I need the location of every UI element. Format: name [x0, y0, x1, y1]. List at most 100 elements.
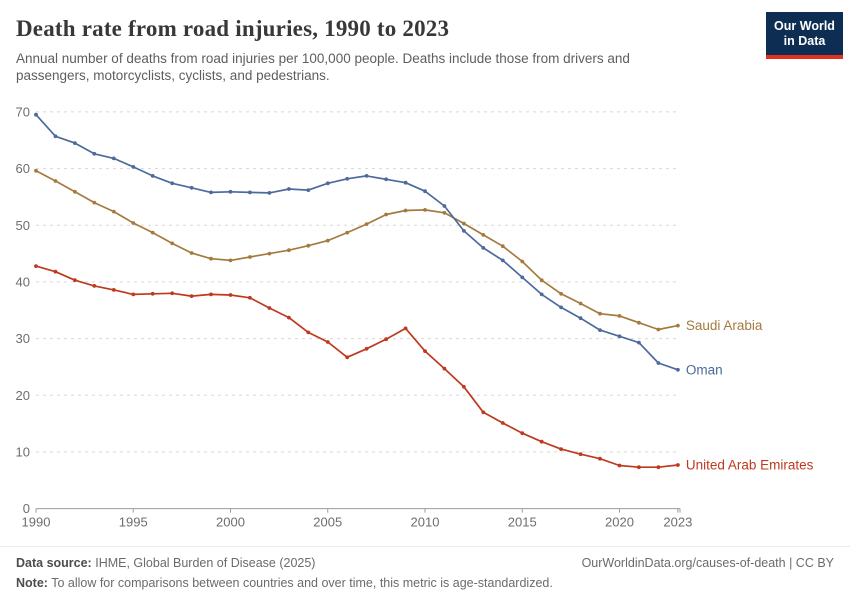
chart-subtitle: Annual number of deaths from road injuri…	[16, 51, 630, 84]
x-axis-tick-2010: 2010	[411, 515, 440, 530]
note-line: Note: To allow for comparisons between c…	[16, 576, 834, 590]
oman-point-1990	[34, 112, 38, 117]
chart-header: Death rate from road injuries, 1990 to 2…	[0, 0, 850, 95]
oman-point-2018	[578, 316, 583, 321]
note-label: Note:	[16, 576, 48, 590]
y-axis-tick-60: 60	[16, 161, 30, 176]
united-arab-emirates-point-2008	[384, 337, 388, 342]
oman-point-2019	[598, 328, 602, 332]
oman-point-2006	[345, 176, 350, 181]
chart-title: Death rate from road injuries, 1990 to 2…	[16, 16, 450, 41]
united-arab-emirates-point-2004	[306, 330, 311, 335]
oman-point-1997	[170, 181, 175, 186]
oman-point-2005	[325, 181, 330, 186]
owid-logo-line1: Our World	[774, 19, 835, 33]
saudi-arabia-point-1996	[150, 230, 155, 235]
oman-point-2023	[676, 367, 680, 372]
series-label-united-arab-emirates[interactable]: United Arab Emirates	[686, 457, 814, 472]
owid-credit-link[interactable]: OurWorldinData.org/causes-of-death | CC …	[581, 556, 834, 570]
x-axis-tick-2000: 2000	[216, 515, 245, 530]
y-axis-tick-50: 50	[16, 218, 30, 233]
line-chart-canvas: 0 10 20 30 40 50 60 70 1990 1995 2000 2005 2010 2015 2…	[16, 104, 814, 530]
saudi-arabia-point-2014	[500, 244, 505, 249]
saudi-arabia-point-2000	[228, 258, 233, 263]
oman-point-2009	[403, 180, 408, 185]
united-arab-emirates-point-2003	[287, 315, 291, 320]
oman-point-2021	[637, 340, 641, 345]
united-arab-emirates-point-1990	[34, 264, 38, 268]
oman-point-2008	[384, 177, 388, 182]
united-arab-emirates-point-2005	[325, 340, 330, 344]
united-arab-emirates-point-1995	[131, 292, 136, 297]
y-axis-tick-30: 30	[16, 331, 30, 346]
saudi-arabia-point-1995	[131, 221, 136, 225]
united-arab-emirates-point-1992	[73, 278, 77, 283]
saudi-arabia-point-1991	[53, 179, 58, 183]
saudi-arabia-point-2009	[403, 208, 408, 213]
saudi-arabia-point-1999	[209, 256, 213, 261]
oman-point-2001	[248, 190, 252, 195]
united-arab-emirates-point-2000	[228, 293, 233, 297]
saudi-arabia-point-1990	[34, 168, 38, 173]
oman-point-2003	[287, 187, 291, 191]
saudi-arabia-point-2019	[598, 311, 602, 316]
saudi-arabia-point-2012	[462, 221, 466, 226]
owid-logo[interactable]: Our World in Data	[766, 12, 843, 59]
oman-point-2012	[462, 229, 466, 233]
series-label-oman[interactable]: Oman	[686, 362, 723, 377]
data-source-value[interactable]: IHME, Global Burden of Disease (2025)	[95, 556, 316, 570]
saudi-arabia-point-2007	[364, 222, 369, 226]
oman-point-2000	[228, 189, 233, 194]
united-arab-emirates-point-2023	[676, 463, 680, 467]
oman-point-1998	[189, 185, 194, 190]
united-arab-emirates-point-2021	[637, 465, 641, 470]
x-axis-tick-2023: 2023	[663, 515, 692, 530]
saudi-arabia-point-2020	[617, 314, 622, 318]
united-arab-emirates-point-2022	[656, 465, 661, 470]
y-axis-tick-40: 40	[16, 274, 30, 289]
line-saudi-arabia[interactable]	[35, 170, 679, 331]
saudi-arabia-point-1993	[92, 200, 97, 205]
oman-point-1995	[131, 165, 136, 169]
series-label-saudi-arabia[interactable]: Saudi Arabia	[686, 318, 763, 333]
oman-point-1994	[111, 156, 116, 161]
owid-logo-accent-bar	[766, 55, 843, 59]
oman-point-2004	[306, 188, 311, 192]
united-arab-emirates-point-1994	[111, 288, 116, 292]
data-source-label: Data source:	[16, 556, 92, 570]
saudi-arabia-point-2021	[637, 320, 641, 325]
line-oman[interactable]	[35, 114, 679, 371]
line-united-arab-emirates[interactable]	[35, 265, 678, 469]
united-arab-emirates-point-2007	[364, 346, 369, 351]
saudi-arabia-point-1992	[73, 189, 77, 194]
saudi-arabia-point-2017	[559, 291, 563, 296]
united-arab-emirates-point-2002	[267, 306, 272, 310]
oman-point-1991	[53, 134, 58, 139]
oman-point-2013	[481, 246, 486, 250]
oman-point-2010	[423, 189, 427, 194]
saudi-arabia-point-2010	[423, 208, 427, 212]
oman-point-2022	[656, 361, 661, 365]
united-arab-emirates-point-2015	[520, 431, 525, 436]
saudi-arabia-point-2001	[248, 255, 252, 259]
x-axis-tick-2005: 2005	[313, 515, 342, 530]
saudi-arabia-point-2008	[384, 212, 388, 217]
united-arab-emirates-point-1999	[209, 292, 213, 297]
oman-point-2015	[520, 275, 525, 280]
note-value: To allow for comparisons between countri…	[51, 576, 553, 590]
chart-footer: Data source: IHME, Global Burden of Dise…	[0, 546, 850, 600]
oman-point-2014	[500, 258, 505, 263]
x-axis-tick-2020: 2020	[605, 515, 634, 530]
united-arab-emirates-point-2014	[500, 421, 505, 425]
saudi-arabia-point-2023	[676, 323, 680, 328]
united-arab-emirates-point-1993	[92, 284, 97, 288]
saudi-arabia-point-2016	[539, 278, 544, 283]
saudi-arabia-point-2003	[287, 248, 291, 253]
saudi-arabia-point-2011	[442, 210, 447, 215]
united-arab-emirates-point-2019	[598, 456, 602, 461]
oman-point-2016	[539, 292, 544, 297]
x-axis-tick-1990: 1990	[22, 515, 51, 530]
oman-point-1996	[150, 174, 155, 178]
united-arab-emirates-point-1998	[189, 294, 194, 298]
